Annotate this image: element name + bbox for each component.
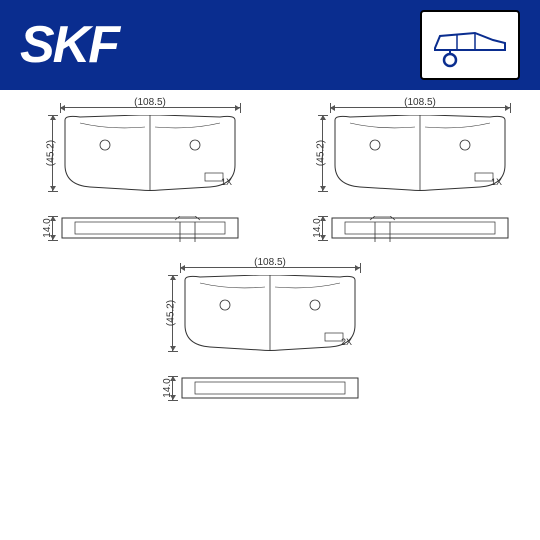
row-side-bottom: 14.0 bbox=[10, 376, 530, 400]
side-outline bbox=[180, 376, 360, 400]
thickness-label: 14.0 bbox=[42, 218, 53, 237]
side-outline bbox=[330, 216, 510, 246]
pad-outline bbox=[330, 115, 510, 191]
width-label: (108.5) bbox=[134, 97, 166, 108]
width-label: (108.5) bbox=[254, 257, 286, 268]
skf-logo: SKF bbox=[20, 15, 118, 75]
pad-top-left: (108.5) (45.2) 1X bbox=[60, 115, 240, 191]
technical-drawing: (108.5) (45.2) 1X (108.5) bbox=[0, 90, 540, 420]
height-label: (45.2) bbox=[316, 140, 327, 166]
height-label: (45.2) bbox=[166, 300, 177, 326]
width-label: (108.5) bbox=[404, 97, 436, 108]
quantity-mark: 2X bbox=[341, 337, 352, 347]
thickness-label: 14.0 bbox=[162, 378, 173, 397]
side-bottom: 14.0 bbox=[180, 376, 360, 400]
pad-outline bbox=[60, 115, 240, 191]
quantity-mark: 1X bbox=[221, 177, 232, 187]
thickness-label: 14.0 bbox=[312, 218, 323, 237]
pad-outline bbox=[180, 275, 360, 351]
row-side-top: 14.0 14.0 bbox=[10, 216, 530, 240]
car-position-icon bbox=[425, 18, 515, 73]
row-pad-bottom: (108.5) (45.2) 2X bbox=[10, 275, 530, 351]
side-outline bbox=[60, 216, 240, 246]
header-bar: SKF bbox=[0, 0, 540, 90]
side-top-left: 14.0 bbox=[60, 216, 240, 240]
quantity-mark: 1X bbox=[491, 177, 502, 187]
height-label: (45.2) bbox=[46, 140, 57, 166]
position-icon-box bbox=[420, 10, 520, 80]
row-pads-top: (108.5) (45.2) 1X (108.5) bbox=[10, 115, 530, 191]
pad-bottom: (108.5) (45.2) 2X bbox=[180, 275, 360, 351]
pad-top-right: (108.5) (45.2) 1X bbox=[330, 115, 510, 191]
side-top-right: 14.0 bbox=[330, 216, 510, 240]
